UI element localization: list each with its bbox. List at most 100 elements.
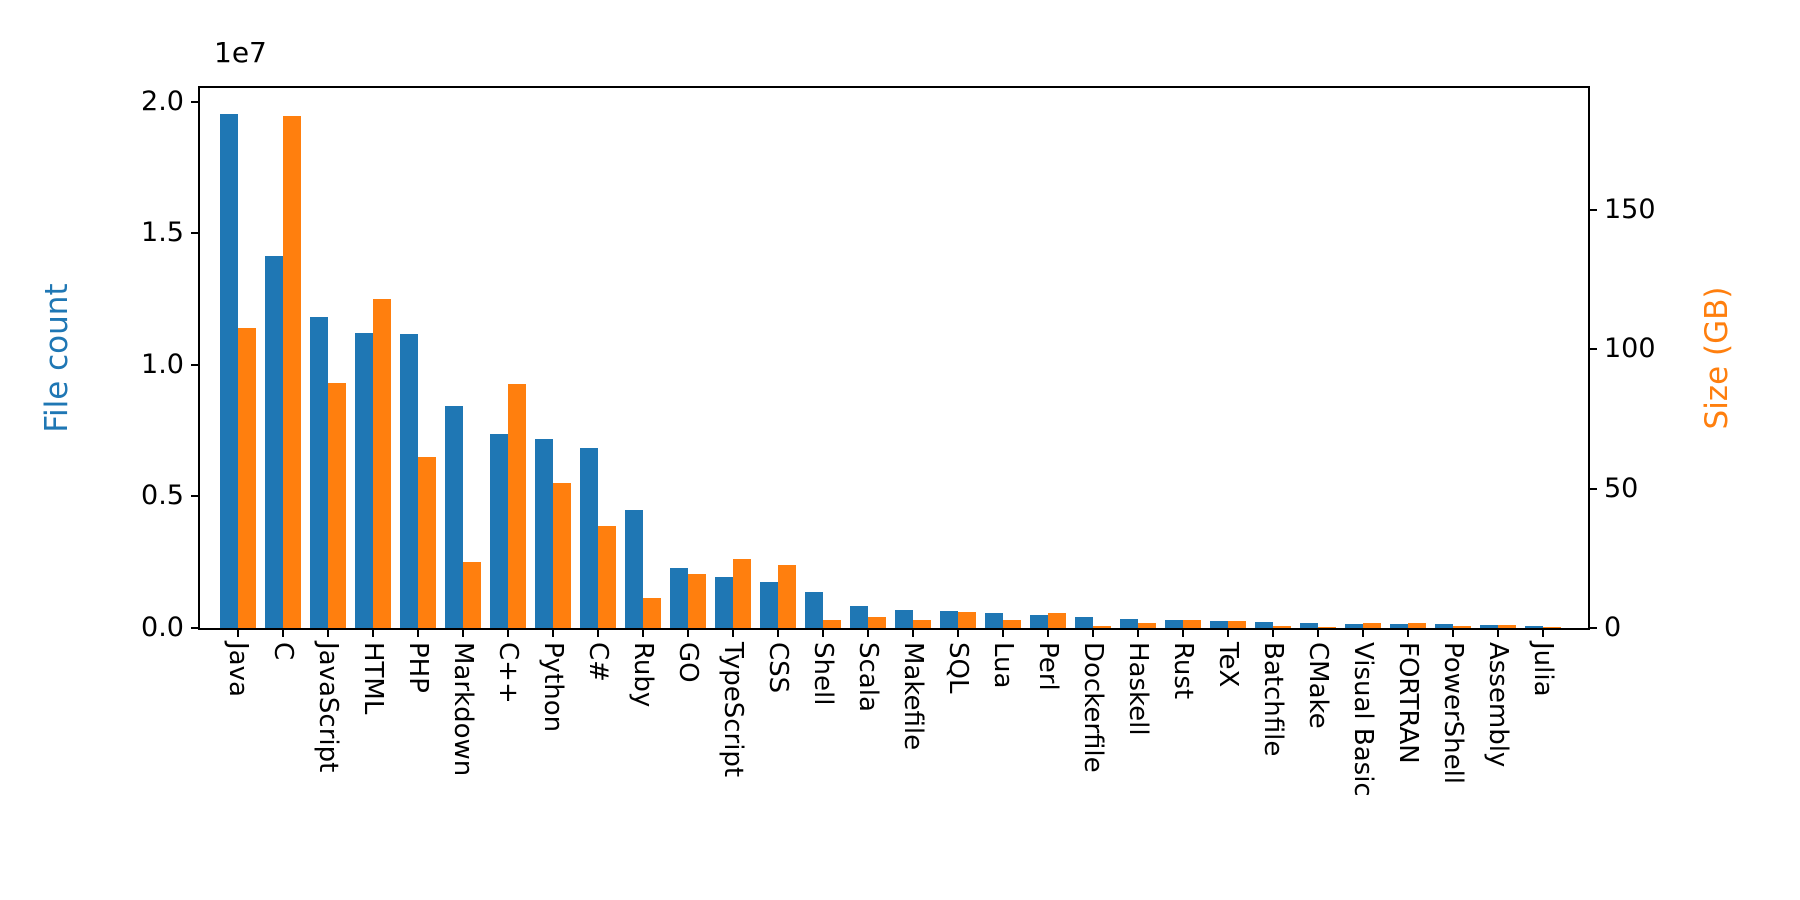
- x-tick-powershell: [1452, 628, 1454, 637]
- x-tick-markdown: [462, 628, 464, 637]
- bar-size-gb-markdown: [463, 562, 481, 628]
- bar-size-gb-julia: [1543, 627, 1561, 628]
- bar-file-count-ruby: [625, 510, 643, 628]
- x-tick-haskell: [1137, 628, 1139, 637]
- x-tick-c: [282, 628, 284, 637]
- bar-size-gb-fortran: [1408, 622, 1426, 628]
- x-tick-tex: [1227, 628, 1229, 637]
- bar-file-count-javascript: [310, 316, 328, 628]
- bar-size-gb-php: [418, 456, 436, 628]
- x-tick-label-shell: Shell: [808, 642, 838, 706]
- x-tick-label-rust: Rust: [1168, 642, 1198, 700]
- bar-file-count-markdown: [445, 405, 463, 628]
- x-tick-label-c: C++: [493, 642, 523, 704]
- bar-file-count-sql: [940, 610, 958, 628]
- x-tick-label-php: PHP: [403, 642, 433, 693]
- x-tick-label-typescript: TypeScript: [718, 642, 748, 778]
- x-tick-label-c: C#: [583, 642, 613, 682]
- bar-size-gb-ruby: [643, 597, 661, 628]
- right-y-tick-label-100: 100: [1604, 333, 1656, 365]
- x-tick-label-scala: Scala: [853, 642, 883, 712]
- right-y-tick-label-0: 0: [1604, 612, 1622, 643]
- x-tick-label-markdown: Markdown: [448, 642, 478, 777]
- bar-file-count-c: [265, 255, 283, 628]
- bar-size-gb-python: [553, 483, 571, 628]
- x-tick-label-assembly: Assembly: [1483, 642, 1513, 768]
- left-axis-offset-text: 1e7: [214, 36, 267, 69]
- bar-size-gb-assembly: [1498, 625, 1516, 628]
- x-tick-makefile: [912, 628, 914, 637]
- x-tick-python: [552, 628, 554, 637]
- bar-file-count-c: [490, 433, 508, 628]
- x-tick-php: [417, 628, 419, 637]
- bar-size-gb-visual-basic: [1363, 622, 1381, 628]
- bar-size-gb-rust: [1183, 620, 1201, 628]
- x-tick-cmake: [1317, 628, 1319, 637]
- x-tick-label-makefile: Makefile: [898, 642, 928, 751]
- x-tick-label-sql: SQL: [943, 642, 973, 694]
- x-tick-label-javascript: JavaScript: [313, 642, 343, 773]
- left-y-tick-2.0: [191, 100, 200, 103]
- x-tick-rust: [1182, 628, 1184, 637]
- x-tick-label-html: HTML: [358, 642, 388, 715]
- x-tick-label-lua: Lua: [988, 642, 1018, 689]
- right-y-tick-100: [1588, 348, 1597, 351]
- bar-file-count-cmake: [1300, 623, 1318, 628]
- x-tick-fortran: [1407, 628, 1409, 637]
- bar-size-gb-makefile: [913, 619, 931, 628]
- bar-file-count-powershell: [1435, 624, 1453, 628]
- bar-size-gb-cmake: [1318, 626, 1336, 628]
- left-y-tick-label-1.5: 1.5: [141, 217, 184, 249]
- bar-size-gb-tex: [1228, 621, 1246, 628]
- x-tick-label-c: C: [268, 642, 298, 661]
- right-y-tick-label-150: 150: [1604, 194, 1656, 226]
- bar-size-gb-css: [778, 565, 796, 628]
- bar-file-count-visual-basic: [1345, 623, 1363, 628]
- x-tick-label-perl: Perl: [1033, 642, 1063, 691]
- bar-size-gb-shell: [823, 619, 841, 628]
- x-tick-java: [237, 628, 239, 637]
- bar-size-gb-powershell: [1453, 626, 1471, 628]
- x-tick-label-tex: TeX: [1213, 642, 1243, 688]
- bar-file-count-fortran: [1390, 624, 1408, 628]
- x-tick-label-css: CSS: [763, 642, 793, 694]
- x-tick-javascript: [327, 628, 329, 637]
- x-tick-perl: [1047, 628, 1049, 637]
- bar-size-gb-javascript: [328, 383, 346, 628]
- bar-size-gb-batchfile: [1273, 626, 1291, 628]
- left-y-tick-label-0.0: 0.0: [141, 612, 184, 643]
- bar-file-count-shell: [805, 591, 823, 628]
- bar-file-count-typescript: [715, 576, 733, 628]
- bar-file-count-julia: [1525, 625, 1543, 628]
- x-tick-label-python: Python: [538, 642, 568, 733]
- right-y-tick-50: [1588, 487, 1597, 490]
- left-y-tick-label-2.0: 2.0: [141, 85, 184, 117]
- bar-file-count-scala: [850, 606, 868, 628]
- left-axis-title: File count: [39, 283, 75, 433]
- bar-file-count-java: [220, 113, 238, 628]
- x-tick-typescript: [732, 628, 734, 637]
- bar-file-count-html: [355, 333, 373, 628]
- bar-size-gb-dockerfile: [1093, 626, 1111, 628]
- bar-size-gb-perl: [1048, 612, 1066, 628]
- bar-file-count-assembly: [1480, 625, 1498, 628]
- x-tick-label-batchfile: Batchfile: [1258, 642, 1288, 757]
- bar-file-count-rust: [1165, 619, 1183, 628]
- right-y-tick-label-50: 50: [1604, 472, 1639, 504]
- x-tick-visual-basic: [1362, 628, 1364, 637]
- x-tick-label-powershell: PowerShell: [1438, 642, 1468, 785]
- left-y-tick-label-0.5: 0.5: [141, 480, 184, 512]
- x-tick-c: [597, 628, 599, 637]
- right-y-tick-150: [1588, 209, 1597, 212]
- right-y-tick-0: [1588, 627, 1597, 629]
- bar-file-count-css: [760, 581, 778, 628]
- bar-size-gb-typescript: [733, 559, 751, 628]
- bar-file-count-tex: [1210, 621, 1228, 628]
- bar-size-gb-sql: [958, 612, 976, 628]
- x-tick-html: [372, 628, 374, 637]
- left-y-tick-1.5: [191, 232, 200, 235]
- x-tick-c: [507, 628, 509, 637]
- bar-file-count-lua: [985, 613, 1003, 628]
- bar-file-count-batchfile: [1255, 621, 1273, 628]
- bar-file-count-c: [580, 448, 598, 628]
